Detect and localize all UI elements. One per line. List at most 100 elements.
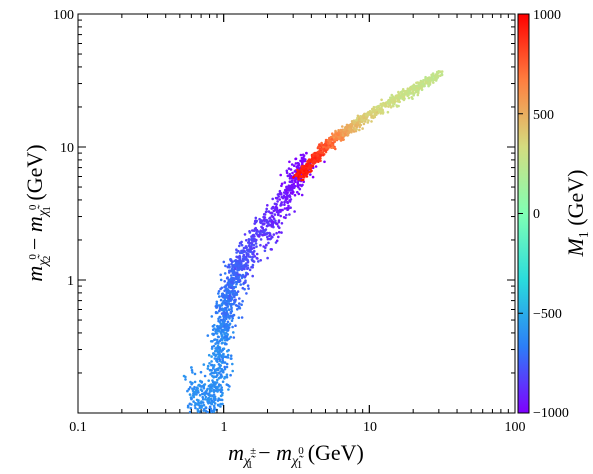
scatter-point: [214, 397, 217, 401]
scatter-point: [206, 398, 209, 402]
scatter-point: [232, 292, 235, 296]
scatter-point: [268, 217, 271, 220]
scatter-point: [195, 398, 199, 402]
scatter-point: [419, 80, 423, 84]
scatter-point: [226, 349, 229, 353]
colorbar-tick-label: 500: [533, 108, 554, 123]
scatter-point: [391, 101, 394, 105]
scatter-point: [225, 375, 229, 379]
scatter-point: [225, 303, 229, 307]
scatter-point: [273, 202, 277, 206]
scatter-point: [310, 169, 313, 173]
scatter-point: [362, 122, 366, 126]
scatter-point: [302, 154, 306, 157]
scatter-point: [321, 153, 325, 157]
scatter-point: [190, 382, 193, 386]
scatter-point: [333, 140, 336, 143]
scatter-point: [223, 335, 226, 339]
scatter-point: [220, 398, 224, 402]
scatter-point: [292, 190, 295, 194]
scatter-point: [305, 151, 308, 155]
scatter-point: [339, 129, 342, 132]
scatter-point: [328, 141, 332, 145]
scatter-point: [225, 362, 229, 366]
scatter-point: [265, 243, 268, 247]
scatter-point: [287, 167, 291, 170]
scatter-point: [290, 175, 293, 178]
scatter-point: [217, 376, 221, 380]
scatter-point: [324, 142, 327, 146]
scatter-point: [384, 105, 388, 108]
scatter-point: [232, 313, 236, 317]
scatter-point: [217, 352, 220, 356]
scatter-point: [288, 177, 292, 180]
scatter-point: [381, 103, 385, 107]
scatter-point: [352, 130, 356, 133]
scatter-point: [356, 114, 360, 118]
scatter-point: [255, 252, 259, 256]
scatter-point: [263, 233, 267, 237]
scatter-point: [192, 395, 196, 399]
scatter-point: [251, 274, 254, 278]
scatter-point: [232, 278, 235, 282]
scatter-point: [290, 163, 294, 166]
scatter-point: [221, 355, 225, 358]
scatter-point: [271, 215, 275, 219]
scatter-point: [274, 222, 278, 225]
scatter-point: [225, 299, 229, 303]
scatter-point: [388, 100, 391, 103]
scatter-point: [258, 217, 261, 221]
x-tick-label: 0.1: [69, 420, 87, 435]
scatter-point: [225, 335, 228, 339]
scatter-point: [215, 332, 219, 335]
scatter-point: [240, 303, 243, 307]
scatter-point: [209, 397, 213, 401]
scatter-point: [356, 121, 359, 125]
scatter-point: [360, 118, 363, 122]
scatter-point: [289, 198, 293, 201]
x-tick-label: 100: [505, 420, 526, 435]
scatter-point: [289, 206, 292, 209]
scatter-point: [279, 192, 283, 196]
scatter-point: [202, 387, 206, 390]
scatter-point: [225, 342, 228, 346]
scatter-point: [232, 336, 236, 339]
scatter-point: [316, 154, 320, 158]
scatter-point: [238, 257, 241, 261]
scatter-point: [223, 367, 227, 371]
scatter-point: [226, 276, 229, 279]
scatter-point: [243, 267, 246, 271]
scatter-point: [326, 139, 330, 142]
scatter-point: [229, 373, 232, 377]
scatter-point: [390, 93, 394, 97]
scatter-point: [273, 208, 277, 212]
scatter-point: [189, 380, 192, 384]
scatter-point: [327, 145, 331, 149]
scatter-point: [238, 306, 242, 310]
scatter-point: [231, 270, 234, 273]
scatter-point: [184, 375, 187, 379]
scatter-points: [182, 70, 444, 414]
scatter-point: [215, 338, 219, 342]
scatter-point: [301, 160, 304, 164]
scatter-point: [283, 181, 287, 184]
scatter-point: [242, 255, 246, 259]
scatter-point: [238, 251, 242, 255]
scatter-point: [203, 393, 206, 397]
scatter-point: [424, 81, 428, 84]
scatter-point: [201, 401, 205, 404]
scatter-point: [217, 383, 221, 386]
scatter-point: [223, 332, 227, 335]
scatter-point: [206, 367, 210, 370]
scatter-point: [240, 316, 244, 319]
scatter-point: [306, 163, 310, 166]
scatter-point: [209, 369, 212, 372]
scatter-point: [257, 235, 260, 238]
scatter-point: [263, 218, 266, 221]
scatter-point: [218, 339, 222, 343]
scatter-point: [331, 132, 334, 135]
scatter-point: [381, 111, 385, 114]
y-tick-label: 1: [67, 274, 74, 289]
scatter-point: [199, 388, 203, 391]
scatter-point: [202, 408, 206, 411]
